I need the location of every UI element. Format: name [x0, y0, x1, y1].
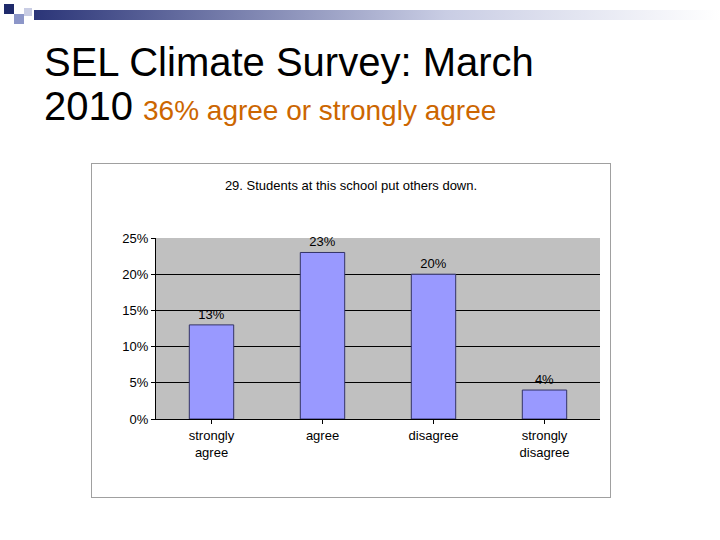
svg-text:10%: 10%	[122, 339, 148, 354]
svg-text:25%: 25%	[122, 231, 148, 246]
svg-text:13%: 13%	[198, 307, 224, 322]
html-text:36% agree or strongly agree: 36% agree or strongly agree	[143, 95, 497, 126]
svg-text:4%: 4%	[535, 372, 554, 387]
svg-text:agree: agree	[306, 428, 339, 443]
svg-text:0%: 0%	[130, 412, 149, 427]
svg-text:29. Students at this school pu: 29. Students at this school put others d…	[225, 178, 477, 193]
svg-text:20%: 20%	[420, 256, 446, 271]
svg-text:20%: 20%	[122, 267, 148, 282]
svg-text:5%: 5%	[130, 375, 149, 390]
svg-text:stronglydisagree: stronglydisagree	[520, 428, 570, 460]
svg-text:stronglyagree: stronglyagree	[189, 428, 235, 460]
svg-text:15%: 15%	[122, 303, 148, 318]
svg-text:23%: 23%	[309, 234, 335, 249]
html-text:SEL Climate Survey: March 2010: SEL Climate Survey: March 2010	[44, 40, 534, 128]
svg-text:disagree: disagree	[409, 428, 459, 443]
